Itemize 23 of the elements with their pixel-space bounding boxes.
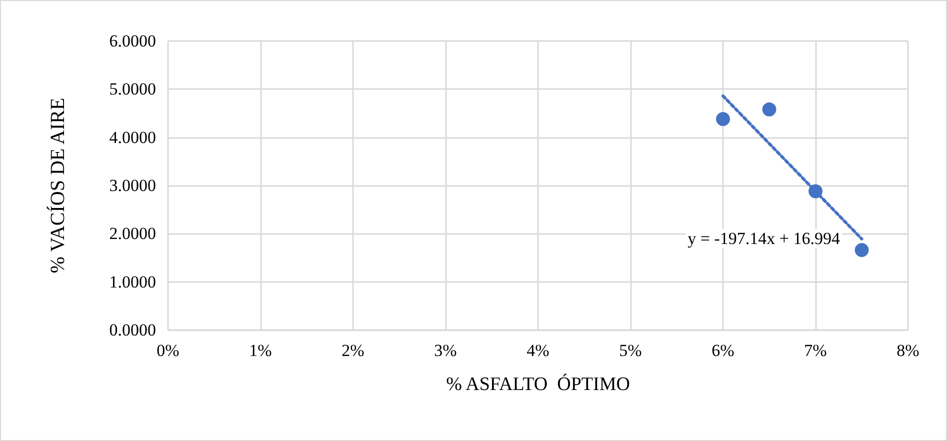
- x-tick-label: 6%: [712, 341, 734, 360]
- y-axis-title: % VACÍOS DE AIRE: [46, 98, 69, 274]
- y-tick-label: 2.0000: [109, 224, 156, 244]
- y-tick-label: 1.0000: [109, 272, 156, 292]
- point: [762, 102, 776, 116]
- point: [808, 184, 822, 198]
- y-tick-label: 6.0000: [109, 32, 156, 50]
- y-tick-label: 5.0000: [109, 80, 156, 99]
- x-tick-label: 0%: [156, 341, 180, 360]
- x-tick-label: 1%: [249, 341, 272, 360]
- x-axis-title: % ASFALTO ÓPTIMO: [446, 373, 630, 395]
- x-tick-label: 4%: [526, 341, 550, 360]
- y-tick-label: 4.0000: [109, 128, 156, 147]
- x-tick-label: 7%: [804, 341, 827, 360]
- point: [854, 243, 869, 258]
- x-tick-label: 5%: [619, 341, 642, 360]
- y-tick-label: 3.0000: [109, 176, 156, 195]
- y-tick-label: 0.0000: [109, 320, 156, 340]
- annotation: y = -197.14x + 16.994: [688, 229, 840, 248]
- x-tick-label: 3%: [434, 341, 457, 360]
- x-tick-label: 2%: [342, 341, 364, 360]
- point: [716, 112, 730, 126]
- x-tick-label: 8%: [896, 341, 920, 360]
